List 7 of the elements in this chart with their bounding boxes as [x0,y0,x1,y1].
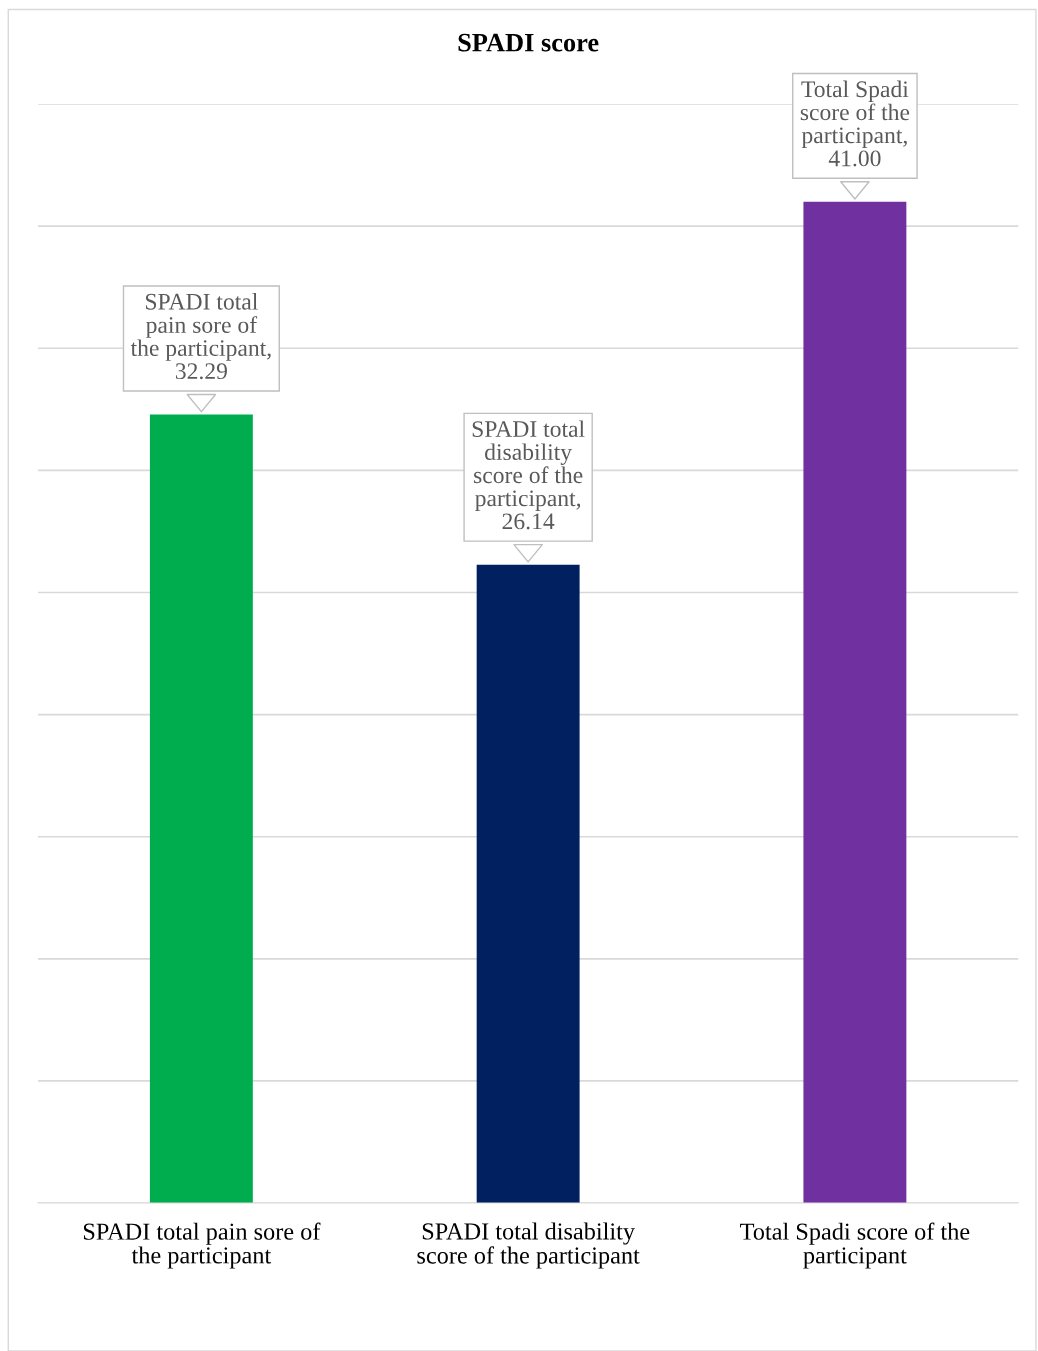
x-tick-label: SPADI total pain sore of the participant [83,1222,321,1269]
x-tick-label: Total Spadi score of the participant [740,1222,970,1269]
chart-title: SPADI score [458,33,599,52]
data-label: Total Spadi score of the participant, 41.00 [800,80,910,167]
data-label: SPADI total disability score of the participant, 26.14 [472,420,585,530]
data-label: SPADI total pain sore of the participant, 32.29 [130,293,271,380]
x-tick-label: SPADI total disability score of the participant [417,1222,640,1269]
